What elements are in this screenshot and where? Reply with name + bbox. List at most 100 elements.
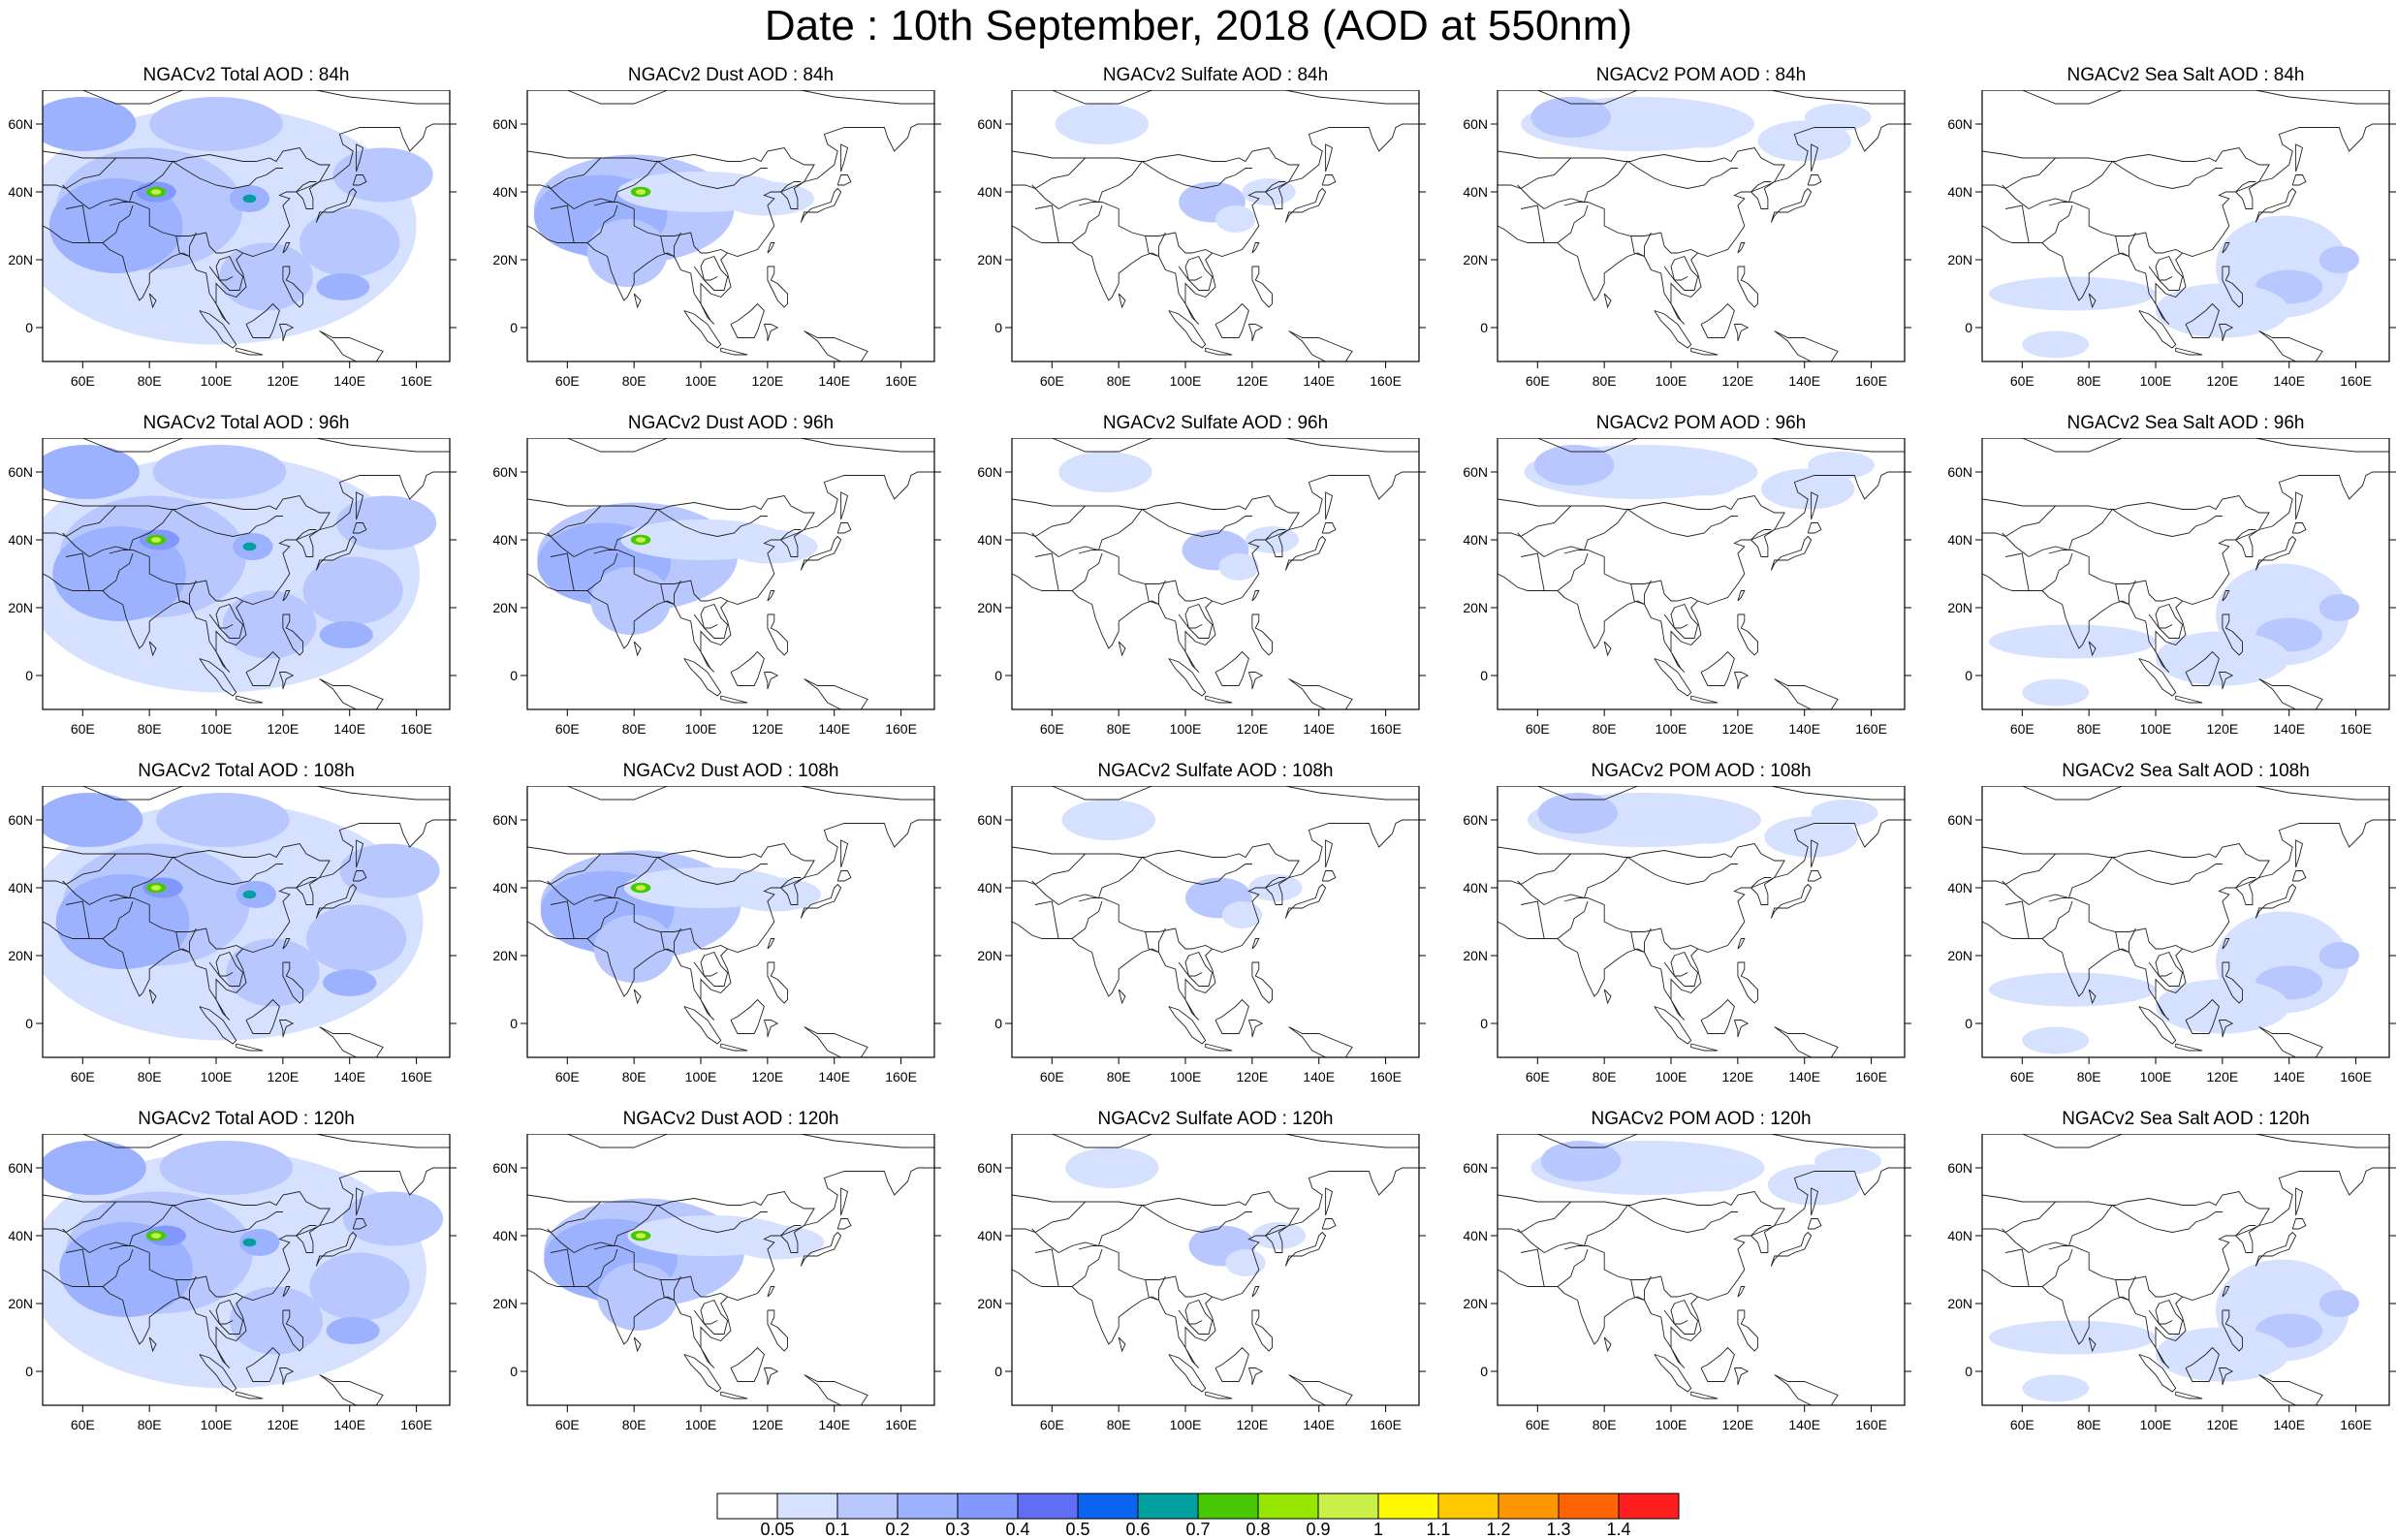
coastline [1517, 184, 1545, 209]
aod-field-region [219, 242, 313, 311]
coastline [593, 1245, 728, 1298]
lat-tick-label: 40N [977, 532, 1002, 548]
coastline [2005, 1248, 2027, 1271]
colorbar-swatches [716, 1493, 1680, 1520]
coastline [693, 266, 718, 281]
coastline [1321, 870, 1337, 882]
colorbar-label: 0.05 [760, 1520, 795, 1539]
coastline [780, 877, 802, 889]
coastline [1118, 1336, 1126, 1353]
coastline [2025, 552, 2073, 591]
colorbar-swatch [957, 1493, 1019, 1520]
coastline [1563, 897, 1698, 950]
coastline [2185, 302, 2220, 338]
aod-field-region [316, 273, 370, 300]
lat-tick-label: 60N [492, 1160, 518, 1176]
lon-tick-label: 60E [2010, 1417, 2034, 1432]
lon-tick-label: 160E [1370, 1417, 1402, 1432]
coastline [570, 900, 618, 939]
lat-tick-label: 20N [8, 252, 33, 267]
panel-title: NGACv2 Total AOD : 84h [142, 65, 350, 85]
lon-tick-label: 160E [1370, 1069, 1402, 1084]
coastline [2148, 961, 2173, 977]
map-plot: 60N 40N 20N 0 60E 80E 100E 120E 140E 160E [1947, 438, 2396, 737]
coastline [1737, 266, 1758, 308]
coastline [1251, 1309, 1273, 1352]
aod-field-region [43, 97, 137, 151]
lon-tick-label: 100E [1170, 1417, 1202, 1432]
lon-tick-label: 160E [1855, 1417, 1887, 1432]
coastline [1205, 347, 1233, 356]
map-plot: 60N 40N 20N 0 60E 80E 100E 120E 140E 160E [8, 438, 457, 737]
coastline [2155, 603, 2184, 639]
lat-tick-label: 20N [492, 600, 518, 615]
coastline [1251, 242, 1260, 254]
lon-tick-label: 140E [333, 1417, 365, 1432]
aod-field-region [332, 147, 433, 203]
aod-field-region [239, 1229, 280, 1256]
map-panel: NGACv2 Sea Salt AOD : 108h 60N 40N 20N 0 60E 8… [1940, 761, 2397, 1108]
lon-tick-label: 160E [885, 1069, 917, 1084]
aod-hotspot [150, 189, 162, 195]
lat-tick-label: 60N [1947, 812, 1972, 828]
coastline [1498, 842, 1785, 889]
lon-tick-label: 160E [885, 1417, 917, 1432]
coastline [1214, 1346, 1249, 1382]
plot-frame [1981, 90, 2390, 362]
coastline [2222, 961, 2243, 1004]
aod-hotspot [242, 194, 257, 204]
coastline [2138, 1354, 2177, 1393]
coastline [1690, 695, 1719, 704]
aod-field-region [1811, 800, 1878, 827]
coastline [836, 1218, 852, 1230]
coastline [2295, 491, 2304, 520]
coastline [175, 580, 197, 606]
lat-tick-label: 0 [1480, 668, 1488, 683]
lon-tick-label: 160E [2340, 373, 2372, 389]
coastline [315, 187, 358, 223]
coastline [148, 293, 157, 309]
plot-frame [1981, 786, 2390, 1058]
coastline [763, 672, 779, 690]
coastline [730, 1346, 765, 1382]
lon-tick-label: 120E [268, 1069, 300, 1084]
coastline [2185, 1346, 2220, 1382]
coastline [2218, 1020, 2234, 1038]
lat-tick-label: 40N [8, 1228, 33, 1243]
map-panel: NGACv2 POM AOD : 84h 60N 40N 20N 0 60E 80E 100E… [1455, 65, 1940, 412]
lat-tick-label: 60N [1947, 464, 1972, 480]
lat-tick-label: 20N [977, 948, 1002, 963]
plot-frame [1011, 438, 1420, 710]
aod-field-region [2318, 594, 2360, 621]
lon-tick-label: 80E [1107, 721, 1131, 737]
lat-tick-label: 40N [1947, 532, 1972, 548]
lat-tick-label: 60N [1947, 116, 1972, 132]
lon-tick-label: 60E [555, 373, 580, 389]
coastline [2291, 174, 2307, 186]
coastline [1145, 1275, 1166, 1302]
aod-field-region [156, 793, 290, 847]
coastline [1690, 1391, 1719, 1399]
coastline [780, 181, 802, 193]
colorbar-label: 0.8 [1246, 1520, 1271, 1539]
aod-field-region [1681, 1157, 1749, 1192]
map-panel: NGACv2 Total AOD : 120h 60N 40N 20N 0 60E 80E 1… [0, 1109, 485, 1456]
lon-tick-label: 160E [2340, 1069, 2372, 1084]
coastline [1184, 255, 1214, 291]
coastline [767, 938, 775, 950]
lon-tick-label: 120E [1237, 721, 1269, 737]
coastline [278, 1020, 295, 1038]
coastline [1807, 522, 1822, 534]
coastline [1737, 590, 1746, 602]
coastline [1654, 1006, 1692, 1045]
coastline [356, 491, 364, 520]
lat-tick-label: 60N [8, 116, 33, 132]
coastline [1770, 535, 1813, 571]
aod-field-region [236, 881, 276, 908]
colorbar-label: 0.6 [1125, 1520, 1151, 1539]
lon-tick-label: 100E [1656, 1069, 1687, 1084]
coastline [1521, 204, 1542, 227]
coastline [282, 1286, 291, 1298]
coastline [148, 989, 157, 1005]
coastline [700, 951, 729, 987]
